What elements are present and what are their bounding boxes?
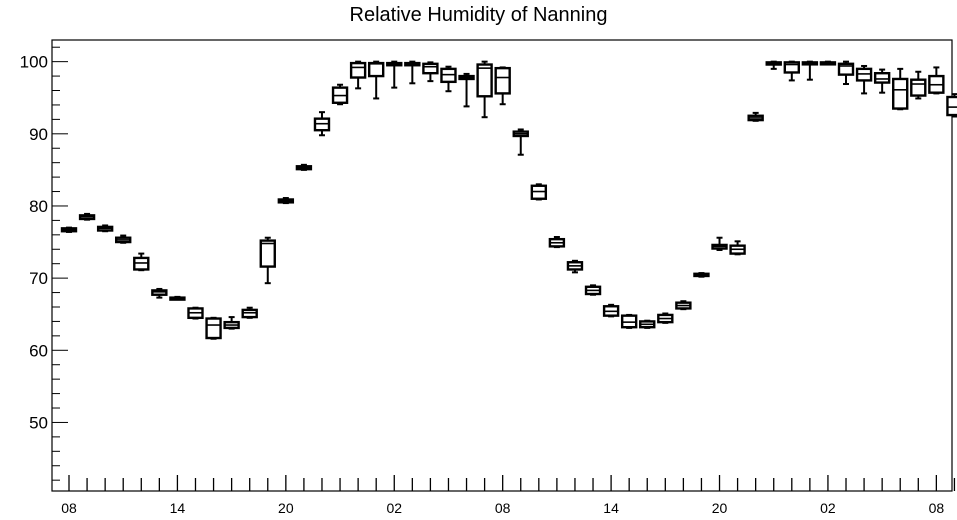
x-tick-label: 02 [386, 500, 402, 516]
box-hour-10 [241, 306, 258, 319]
box-hour-39 [765, 60, 782, 70]
box-hour-22 [458, 72, 475, 108]
box-hour-0 [60, 226, 78, 233]
box-hour-37 [729, 240, 746, 256]
box-hour-21 [440, 65, 457, 93]
iqr-box [422, 62, 439, 75]
y-axis: 50 60 70 80 90 100 [20, 46, 68, 481]
box-hour-32 [639, 319, 656, 329]
box-hour-18 [386, 60, 403, 89]
iqr-box [349, 61, 367, 79]
box-hour-45 [873, 68, 891, 94]
x-tick-label: 08 [495, 500, 511, 516]
box-hour-3 [115, 234, 132, 244]
box-hour-5 [151, 287, 168, 299]
box-hour-4 [133, 252, 150, 272]
box-hour-43 [837, 60, 855, 86]
box-hour-48 [928, 66, 945, 95]
box-hour-9 [223, 316, 240, 330]
iqr-box [946, 95, 957, 117]
plot-border [51, 39, 953, 492]
box-hour-7 [187, 306, 204, 320]
x-tick-label: 20 [712, 500, 728, 516]
box-hour-42 [819, 60, 837, 66]
x-axis: 08 14 20 02 08 14 20 02 08 [61, 475, 956, 516]
box-hour-24 [494, 66, 511, 106]
box-hour-26 [530, 183, 548, 201]
box-hour-49 [946, 93, 957, 118]
iqr-box [494, 66, 511, 95]
box-series [60, 60, 957, 340]
box-hour-11 [259, 236, 276, 285]
iqr-box [910, 78, 927, 97]
y-tick-label: 50 [29, 413, 48, 432]
y-tick-label: 60 [29, 341, 48, 360]
box-hour-6 [169, 295, 186, 301]
box-hour-15 [331, 83, 349, 106]
x-tick-label: 20 [278, 500, 294, 516]
box-hour-38 [747, 111, 764, 122]
box-hour-40 [783, 60, 800, 82]
y-tick-label: 80 [29, 197, 48, 216]
box-hour-12 [277, 197, 295, 205]
iqr-box [205, 317, 222, 340]
box-hour-33 [657, 312, 674, 324]
x-tick-label: 14 [170, 500, 186, 516]
iqr-box [873, 71, 891, 84]
box-hour-31 [620, 313, 638, 329]
box-hour-30 [602, 303, 620, 318]
box-hour-1 [78, 212, 96, 221]
box-hour-41 [801, 60, 819, 81]
box-hour-25 [512, 128, 529, 156]
iqr-box [892, 77, 909, 110]
box-hour-46 [892, 67, 909, 111]
x-tick-label: 08 [929, 500, 945, 516]
box-hour-29 [584, 284, 602, 296]
box-hour-8 [205, 316, 222, 340]
box-hour-16 [349, 60, 367, 90]
box-hour-20 [422, 61, 439, 83]
box-hour-27 [548, 235, 566, 249]
box-hour-13 [295, 163, 313, 171]
box-hour-17 [367, 60, 385, 100]
box-hour-36 [711, 236, 728, 251]
x-tick-label: 14 [603, 500, 619, 516]
y-tick-label: 90 [29, 125, 48, 144]
iqr-box [783, 61, 800, 74]
y-tick-label: 70 [29, 269, 48, 288]
iqr-box [837, 62, 855, 76]
box-hour-35 [693, 272, 710, 278]
plot-frame [51, 39, 953, 492]
box-hour-19 [404, 60, 421, 85]
iqr-box [259, 239, 276, 268]
x-tick-label: 02 [820, 500, 836, 516]
y-tick-label: 100 [20, 53, 48, 72]
box-hour-28 [566, 259, 584, 274]
iqr-box [476, 63, 493, 98]
x-tick-label: 08 [61, 500, 77, 516]
box-hour-2 [96, 224, 114, 233]
iqr-box [367, 61, 385, 78]
box-hour-23 [476, 60, 493, 119]
box-hour-14 [313, 111, 331, 137]
chart-title: Relative Humidity of Nanning [349, 4, 608, 26]
box-hour-44 [855, 64, 873, 95]
box-hour-34 [675, 300, 692, 311]
box-hour-47 [910, 70, 927, 100]
